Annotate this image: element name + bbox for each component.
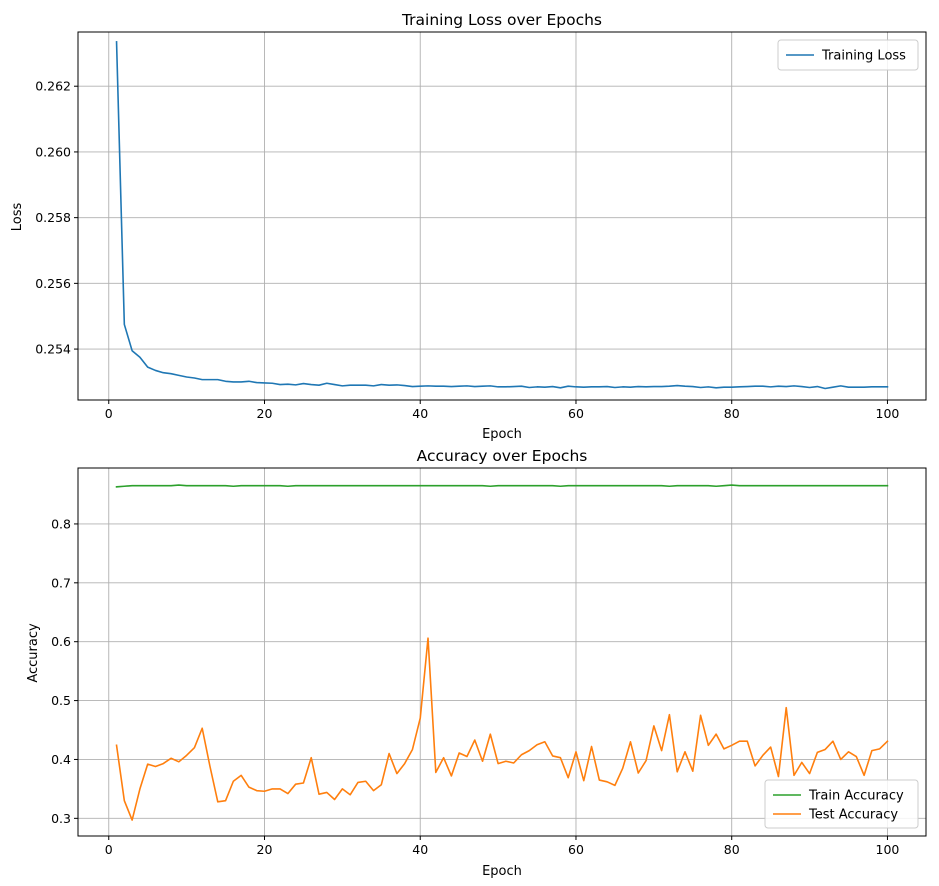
accuracy-chart-legend-label-train-accuracy: Train Accuracy (808, 789, 904, 804)
accuracy-chart-y-tick-label: 0.7 (51, 575, 71, 590)
loss-chart-x-tick-label: 100 (876, 406, 900, 421)
accuracy-chart-series-test-accuracy-line (115, 637, 889, 821)
accuracy-chart-legend-box (764, 779, 919, 829)
accuracy-chart-x-tick-label: 60 (568, 842, 584, 857)
accuracy-chart-frame (77, 467, 927, 837)
loss-chart-title: Training Loss over Epochs (401, 11, 602, 29)
accuracy-chart-xlabel: Epoch (482, 864, 522, 879)
loss-chart-y-tick-label: 0.260 (35, 144, 71, 159)
loss-chart-x-tick-label: 40 (412, 406, 428, 421)
accuracy-chart-x-tick-label: 100 (876, 842, 900, 857)
accuracy-chart-series-train-accuracy-line (115, 484, 889, 488)
accuracy-chart-title: Accuracy over Epochs (417, 447, 588, 465)
accuracy-chart-x-tick-label: 0 (105, 842, 113, 857)
loss-chart: Training Loss over Epochs Epoch Loss 0 20… (10, 11, 927, 442)
accuracy-chart-ylabel: Accuracy (26, 623, 41, 683)
loss-chart-legend-box (777, 39, 919, 71)
accuracy-chart: Accuracy over Epochs Epoch Accuracy 0 20 4… (26, 447, 927, 879)
loss-chart-y-tick-label: 0.258 (35, 210, 71, 225)
loss-chart-x-tick-label: 0 (105, 406, 113, 421)
accuracy-chart-y-tick-label: 0.5 (51, 693, 71, 708)
loss-chart-legend: Training Loss (777, 39, 919, 71)
accuracy-chart-legend-label-test-accuracy: Test Accuracy (808, 808, 898, 823)
loss-chart-legend-label-training-loss: Training Loss (821, 49, 906, 64)
loss-chart-grid (78, 32, 926, 400)
accuracy-chart-legend: Train Accuracy Test Accuracy (764, 779, 919, 829)
accuracy-chart-x-tick-label: 40 (412, 842, 428, 857)
accuracy-chart-grid (78, 468, 926, 836)
loss-chart-y-tick-label: 0.256 (35, 276, 71, 291)
accuracy-chart-y-tick-label: 0.4 (51, 752, 71, 767)
accuracy-chart-y-tick-label: 0.6 (51, 634, 71, 649)
loss-chart-ylabel: Loss (10, 203, 25, 232)
loss-chart-x-tick-label: 20 (257, 406, 273, 421)
loss-chart-y-tick-label: 0.262 (35, 79, 71, 94)
loss-chart-x-tick-label: 80 (724, 406, 740, 421)
accuracy-chart-y-tick-label: 0.3 (51, 811, 71, 826)
loss-chart-series-training-loss-line (115, 41, 889, 390)
loss-chart-y-tick-label: 0.254 (35, 342, 71, 357)
accuracy-chart-y-tick-label: 0.8 (51, 516, 71, 531)
accuracy-chart-x-tick-label: 20 (257, 842, 273, 857)
loss-chart-frame (77, 31, 927, 401)
accuracy-chart-x-tick-label: 80 (724, 842, 740, 857)
loss-chart-x-tick-label: 60 (568, 406, 584, 421)
loss-chart-xlabel: Epoch (482, 427, 522, 442)
